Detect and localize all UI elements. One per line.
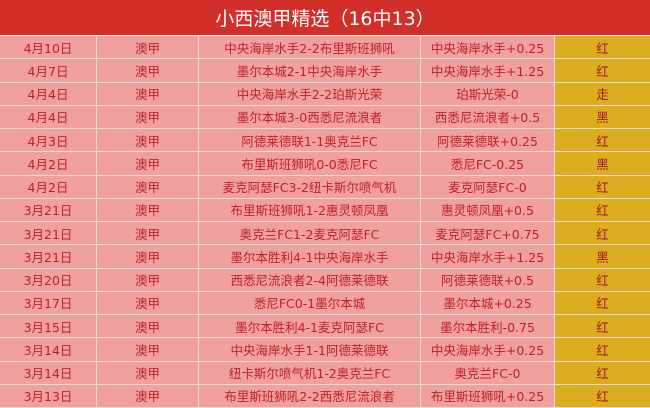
pick-cell: 中央海岸水手+0.25: [421, 36, 555, 59]
result-cell: 红: [555, 198, 650, 221]
result-cell: 红: [555, 315, 650, 338]
pick-cell: 珀斯光荣-0: [421, 82, 555, 105]
table-row: 3月14日 澳甲 纽卡斯尔喷气机1-2奥克兰FC 奥克兰FC-0 红: [0, 361, 650, 385]
result-cell: 黑: [555, 245, 650, 268]
result-cell: 黑: [555, 152, 650, 175]
date-cell: 3月13日: [0, 384, 97, 407]
league-cell: 澳甲: [97, 291, 199, 314]
match-cell: 墨尔本胜利4-1麦克阿瑟FC: [199, 315, 421, 338]
table-row: 3月13日 澳甲 布里斯班狮吼2-2西悉尼流浪者 布里斯班狮吼+0.25 红: [0, 384, 650, 408]
result-cell: 黑: [555, 105, 650, 128]
league-cell: 澳甲: [97, 82, 199, 105]
date-cell: 3月21日: [0, 245, 97, 268]
date-cell: 4月4日: [0, 105, 97, 128]
match-cell: 阿德莱德联1-1奥克兰FC: [199, 129, 421, 152]
league-cell: 澳甲: [97, 175, 199, 198]
match-cell: 中央海岸水手2-2珀斯光荣: [199, 82, 421, 105]
match-cell: 中央海岸水手2-2布里斯班狮吼: [199, 36, 421, 59]
league-cell: 澳甲: [97, 245, 199, 268]
league-cell: 澳甲: [97, 315, 199, 338]
pick-cell: 奥克兰FC-0: [421, 361, 555, 384]
result-cell: 红: [555, 129, 650, 152]
table-row: 4月2日 澳甲 布里斯班狮吼0-0悉尼FC 悉尼FC-0.25 黑: [0, 152, 650, 176]
date-cell: 3月20日: [0, 268, 97, 291]
result-cell: 红: [555, 291, 650, 314]
table-row: 3月21日 澳甲 奥克兰FC1-2麦克阿瑟FC 麦克阿瑟FC+0.75 红: [0, 222, 650, 246]
league-cell: 澳甲: [97, 59, 199, 82]
table-row: 3月21日 澳甲 布里斯班狮吼1-2惠灵顿凤凰 惠灵顿凤凰+0.5 红: [0, 198, 650, 222]
match-cell: 麦克阿瑟FC3-2纽卡斯尔喷气机: [199, 175, 421, 198]
date-cell: 3月14日: [0, 361, 97, 384]
pick-cell: 阿德莱德联+0.5: [421, 268, 555, 291]
table-row: 4月2日 澳甲 麦克阿瑟FC3-2纽卡斯尔喷气机 麦克阿瑟FC-0 红: [0, 175, 650, 199]
pick-cell: 麦克阿瑟FC-0: [421, 175, 555, 198]
table-row: 3月14日 澳甲 中央海岸水手1-1阿德莱德联 中央海岸水手+0.25 红: [0, 338, 650, 362]
table-row: 4月10日 澳甲 中央海岸水手2-2布里斯班狮吼 中央海岸水手+0.25 红: [0, 36, 650, 60]
match-cell: 纽卡斯尔喷气机1-2奥克兰FC: [199, 361, 421, 384]
result-cell: 走: [555, 82, 650, 105]
league-cell: 澳甲: [97, 222, 199, 245]
table-row: 3月15日 澳甲 墨尔本胜利4-1麦克阿瑟FC 墨尔本胜利-0.75 红: [0, 315, 650, 339]
league-cell: 澳甲: [97, 105, 199, 128]
date-cell: 4月3日: [0, 129, 97, 152]
table-row: 4月7日 澳甲 墨尔本城2-1中央海岸水手 中央海岸水手+1.25 红: [0, 59, 650, 83]
date-cell: 3月15日: [0, 315, 97, 338]
result-cell: 红: [555, 338, 650, 361]
pick-cell: 悉尼FC-0.25: [421, 152, 555, 175]
date-cell: 4月7日: [0, 59, 97, 82]
match-cell: 中央海岸水手1-1阿德莱德联: [199, 338, 421, 361]
table-row: 4月4日 澳甲 中央海岸水手2-2珀斯光荣 珀斯光荣-0 走: [0, 82, 650, 106]
pick-cell: 中央海岸水手+0.25: [421, 338, 555, 361]
date-cell: 4月2日: [0, 152, 97, 175]
date-cell: 3月21日: [0, 198, 97, 221]
pick-cell: 麦克阿瑟FC+0.75: [421, 222, 555, 245]
league-cell: 澳甲: [97, 152, 199, 175]
league-cell: 澳甲: [97, 198, 199, 221]
result-cell: 红: [555, 36, 650, 59]
table-row: 3月20日 澳甲 西悉尼流浪者2-4阿德莱德联 阿德莱德联+0.5 红: [0, 268, 650, 292]
date-cell: 4月2日: [0, 175, 97, 198]
table-row: 4月4日 澳甲 墨尔本城3-0西悉尼流浪者 西悉尼流浪者+0.5 黑: [0, 105, 650, 129]
pick-cell: 墨尔本胜利-0.75: [421, 315, 555, 338]
result-cell: 红: [555, 268, 650, 291]
table: 4月10日 澳甲 中央海岸水手2-2布里斯班狮吼 中央海岸水手+0.25 红 4月7日 澳甲…: [0, 36, 650, 408]
result-cell: 红: [555, 384, 650, 407]
match-cell: 西悉尼流浪者2-4阿德莱德联: [199, 268, 421, 291]
league-cell: 澳甲: [97, 268, 199, 291]
table-row: 4月3日 澳甲 阿德莱德联1-1奥克兰FC 阿德莱德联+0.25 红: [0, 129, 650, 153]
pick-cell: 布里斯班狮吼+0.25: [421, 384, 555, 407]
date-cell: 3月21日: [0, 222, 97, 245]
date-cell: 3月14日: [0, 338, 97, 361]
league-cell: 澳甲: [97, 384, 199, 407]
date-cell: 3月17日: [0, 291, 97, 314]
match-cell: 墨尔本胜利4-1中央海岸水手: [199, 245, 421, 268]
match-cell: 布里斯班狮吼0-0悉尼FC: [199, 152, 421, 175]
league-cell: 澳甲: [97, 338, 199, 361]
league-cell: 澳甲: [97, 129, 199, 152]
league-cell: 澳甲: [97, 36, 199, 59]
league-cell: 澳甲: [97, 361, 199, 384]
match-cell: 奥克兰FC1-2麦克阿瑟FC: [199, 222, 421, 245]
title: 小西澳甲精选（16中13）: [0, 0, 650, 36]
match-cell: 布里斯班狮吼1-2惠灵顿凤凰: [199, 198, 421, 221]
pick-cell: 惠灵顿凤凰+0.5: [421, 198, 555, 221]
date-cell: 4月10日: [0, 36, 97, 59]
pick-cell: 阿德莱德联+0.25: [421, 129, 555, 152]
pick-cell: 中央海岸水手+1.25: [421, 59, 555, 82]
match-cell: 墨尔本城2-1中央海岸水手: [199, 59, 421, 82]
result-cell: 红: [555, 361, 650, 384]
result-cell: 红: [555, 175, 650, 198]
pick-cell: 中央海岸水手+1.25: [421, 245, 555, 268]
table-row: 3月17日 澳甲 悉尼FC0-1墨尔本城 墨尔本城+0.25 红: [0, 291, 650, 315]
result-cell: 红: [555, 222, 650, 245]
match-cell: 墨尔本城3-0西悉尼流浪者: [199, 105, 421, 128]
table-row: 3月21日 澳甲 墨尔本胜利4-1中央海岸水手 中央海岸水手+1.25 黑: [0, 245, 650, 269]
pick-cell: 墨尔本城+0.25: [421, 291, 555, 314]
date-cell: 4月4日: [0, 82, 97, 105]
pick-cell: 西悉尼流浪者+0.5: [421, 105, 555, 128]
match-cell: 布里斯班狮吼2-2西悉尼流浪者: [199, 384, 421, 407]
match-cell: 悉尼FC0-1墨尔本城: [199, 291, 421, 314]
result-cell: 红: [555, 59, 650, 82]
